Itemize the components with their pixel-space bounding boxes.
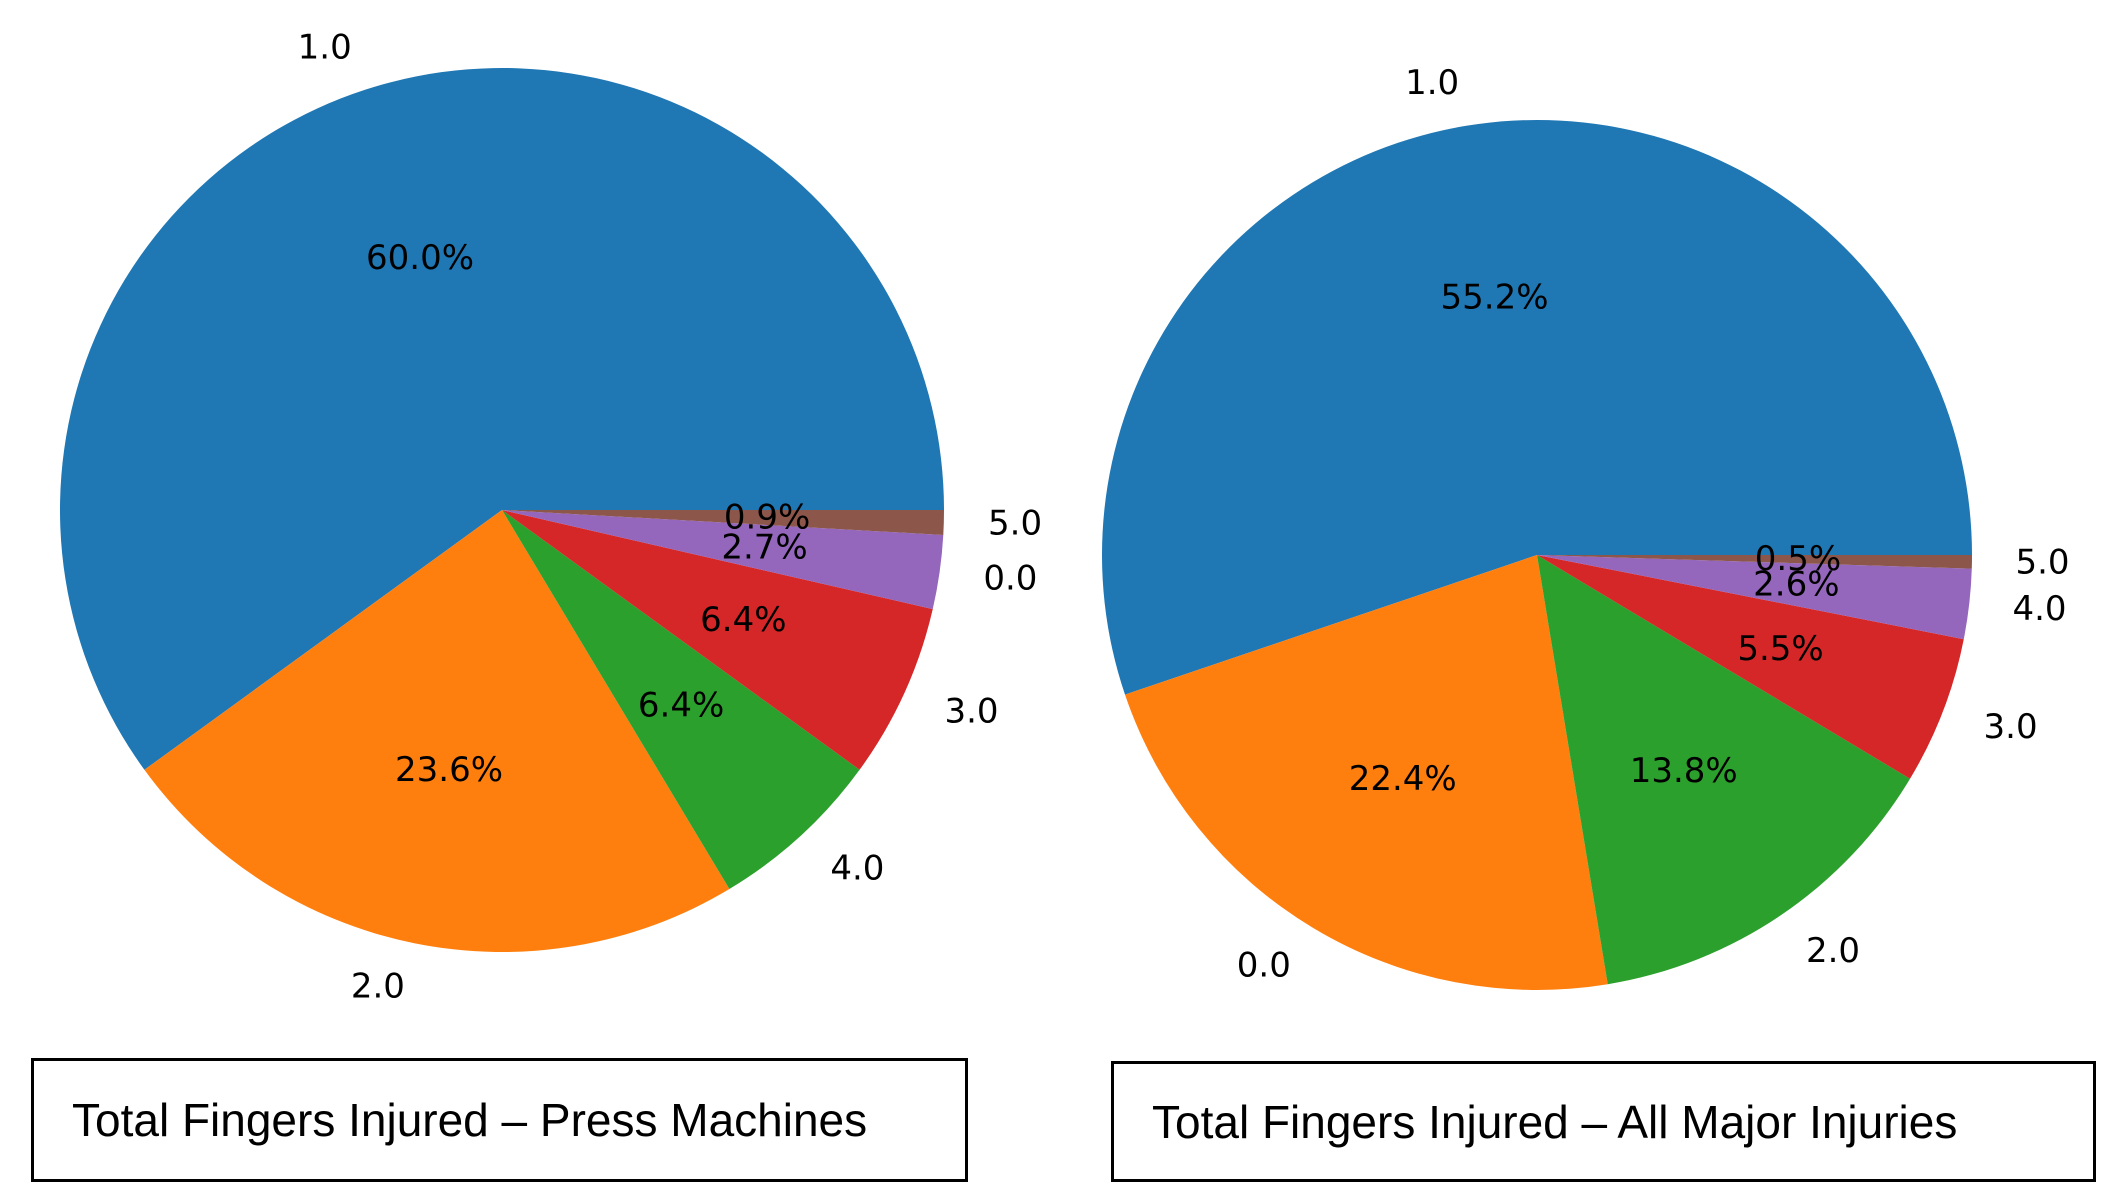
slice-label-press-0-0-4: 0.0 (983, 559, 1037, 599)
pie-slice-all-2-0-2 (1537, 555, 1911, 985)
pct-label-all-1-0-0: 55.2% (1441, 277, 1549, 317)
pct-label-all-5-0-5: 0.5% (1755, 539, 1841, 579)
pie-chart-all-major-injuries: 1.0 55.2% 0.0 22.4% 2.0 13.8% 3.0 5.5% 4.0 2.6% 5.… (1101, 63, 2070, 990)
slice-label-all-5-0-5: 5.0 (2015, 543, 2069, 583)
pct-label-press-2-0-1: 23.6% (395, 750, 503, 790)
pie-slice-all-5-0-5 (1537, 555, 1972, 569)
pie-slice-press-3-0-3 (502, 510, 933, 770)
slice-label-press-2-0-1: 2.0 (351, 966, 405, 1006)
pct-label-press-1-0-0: 60.0% (366, 238, 474, 278)
pct-label-all-2-0-2: 13.8% (1630, 751, 1738, 791)
pct-label-press-5-0-5: 0.9% (724, 497, 810, 537)
pie-slice-press-5-0-5 (502, 510, 944, 535)
slice-label-all-3-0-3: 3.0 (1984, 707, 2038, 747)
caption-all-major-injuries: Total Fingers Injured – All Major Injuri… (1152, 1095, 1958, 1148)
slice-label-press-5-0-5: 5.0 (988, 504, 1042, 544)
pie-slice-press-4-0-2 (502, 510, 860, 890)
pct-label-all-0-0-1: 22.4% (1349, 759, 1457, 799)
pie-chart-press-machines: 1.0 60.0% 2.0 23.6% 4.0 6.4% 3.0 6.4% 0.0 2.7% 5.0… (60, 28, 1042, 1006)
slice-label-press-4-0-2: 4.0 (830, 849, 884, 889)
caption-press-machines: Total Fingers Injured – Press Machines (72, 1094, 868, 1146)
pie-slice-press-2-0-1 (144, 510, 730, 953)
pie-slice-press-1-0-0 (60, 68, 945, 770)
slice-label-all-1-0-0: 1.0 (1405, 63, 1459, 103)
pie-slice-all-1-0-0 (1101, 119, 1972, 695)
slice-label-all-0-0-1: 0.0 (1237, 945, 1291, 985)
pct-label-all-3-0-3: 5.5% (1737, 629, 1823, 669)
slice-label-all-2-0-2: 2.0 (1806, 931, 1860, 971)
caption-box-press-machines: Total Fingers Injured – Press Machines (31, 1058, 968, 1182)
pie-slice-all-3-0-3 (1537, 555, 1964, 779)
pie-slice-all-0-0-1 (1125, 555, 1608, 990)
pct-label-press-3-0-3: 6.4% (700, 600, 786, 640)
pie-slice-all-4-0-4 (1537, 555, 1972, 640)
pie-slice-press-0-0-4 (502, 510, 944, 610)
slice-label-press-1-0-0: 1.0 (298, 28, 352, 68)
pct-label-press-4-0-2: 6.4% (638, 686, 724, 726)
slice-label-press-3-0-3: 3.0 (944, 691, 998, 731)
pct-label-press-0-0-4: 2.7% (721, 527, 807, 567)
pct-label-all-4-0-4: 2.6% (1753, 564, 1839, 604)
slice-label-all-4-0-4: 4.0 (2012, 589, 2066, 629)
caption-box-all-major-injuries: Total Fingers Injured – All Major Injuri… (1111, 1061, 2096, 1182)
